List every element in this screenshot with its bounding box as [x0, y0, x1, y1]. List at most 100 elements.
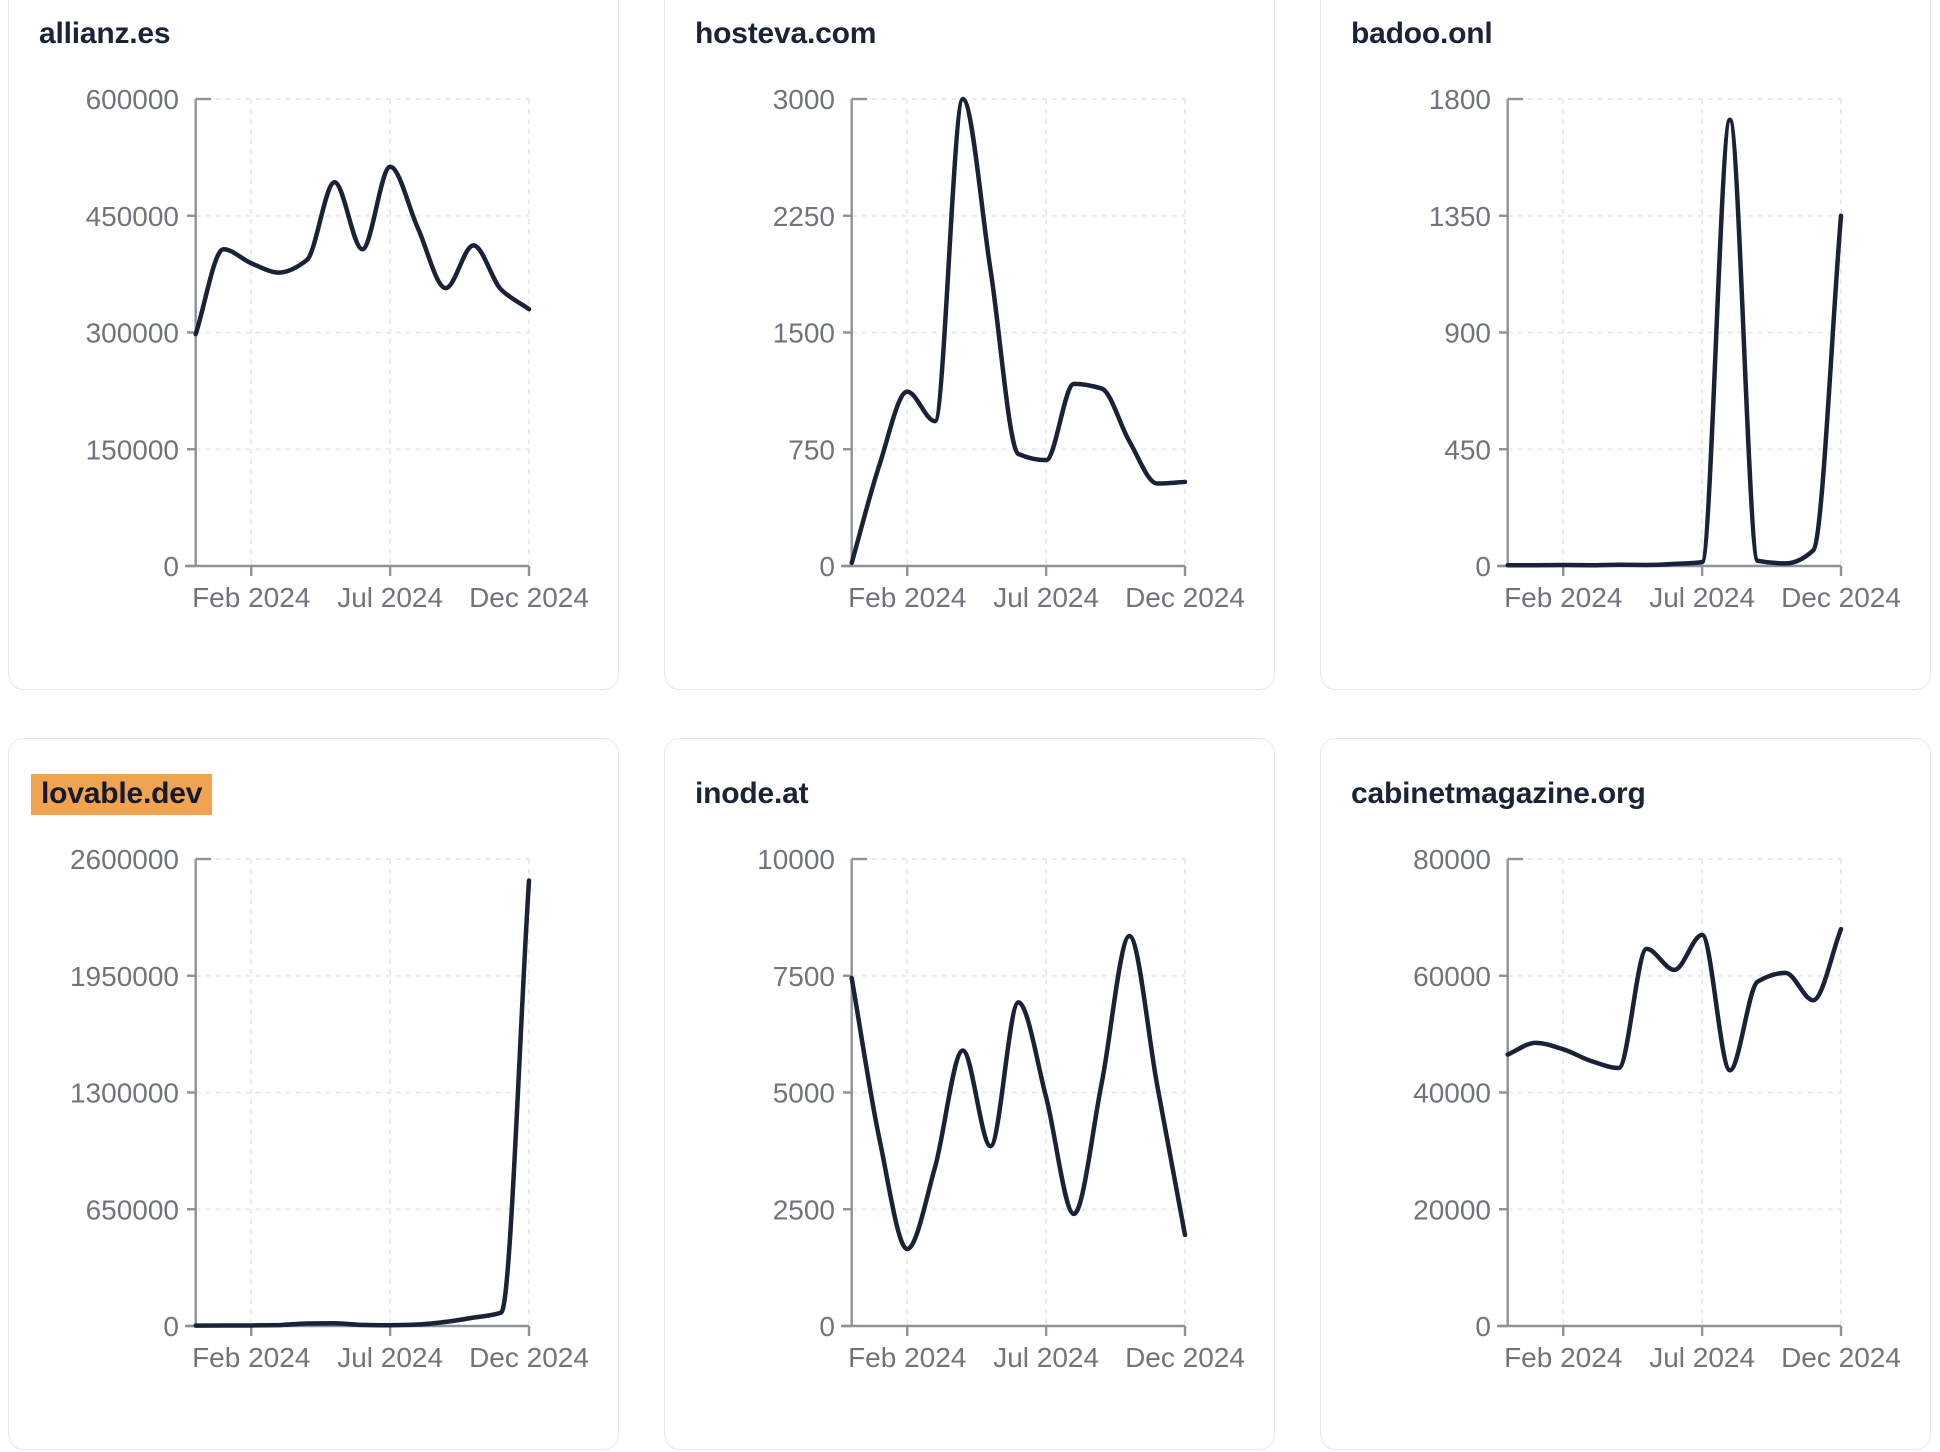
chart-gridlines — [195, 98, 530, 566]
x-tick-label: Dec 2024 — [469, 1342, 589, 1373]
x-tick-labels: Feb 2024 Jul 2024 Dec 2024 — [192, 1342, 589, 1373]
domain-card: badoo.onl 1800 1350 900 450 0 Feb 2024 Jul 202… — [1320, 0, 1931, 690]
traffic-chart: 2600000 1950000 1300000 650000 0 Feb 2024 Jul … — [70, 844, 589, 1373]
traffic-line — [193, 878, 532, 1328]
traffic-line — [193, 164, 532, 337]
y-tick-label: 80000 — [1413, 844, 1491, 875]
x-tick-label: Feb 2024 — [1504, 582, 1622, 613]
x-tick-labels: Feb 2024 Jul 2024 Dec 2024 — [848, 582, 1245, 613]
x-tick-label: Jul 2024 — [337, 1342, 443, 1373]
chart-gridlines — [195, 858, 530, 1326]
domain-title-text: allianz.es — [39, 17, 171, 50]
y-tick-label: 0 — [819, 551, 835, 582]
chart-gridlines — [851, 858, 1186, 1326]
chart-row-top: allianz.es 600000 450000 300000 150000 0 Feb … — [8, 0, 1932, 690]
y-tick-label: 600000 — [86, 84, 179, 115]
y-tick-label: 1350 — [1429, 201, 1491, 232]
x-tick-labels: Feb 2024 Jul 2024 Dec 2024 — [1504, 582, 1901, 613]
x-tick-label: Dec 2024 — [1781, 582, 1901, 613]
domain-card: allianz.es 600000 450000 300000 150000 0 Feb … — [8, 0, 619, 690]
y-tick-label: 5000 — [773, 1078, 835, 1109]
traffic-chart: 80000 60000 40000 20000 0 Feb 2024 Jul 2024 Dec… — [1413, 844, 1901, 1373]
x-tick-label: Jul 2024 — [1649, 1342, 1755, 1373]
chart-axes — [185, 857, 531, 1336]
domain-card: inode.at 10000 7500 5000 2500 0 Feb 2024 Jul 2… — [664, 738, 1275, 1450]
y-tick-label: 750 — [788, 434, 835, 465]
x-tick-label: Jul 2024 — [337, 582, 443, 613]
domain-title-text: badoo.onl — [1351, 17, 1493, 50]
y-tick-label: 20000 — [1413, 1194, 1491, 1225]
y-tick-labels: 80000 60000 40000 20000 0 — [1413, 844, 1491, 1342]
traffic-chart: 3000 2250 1500 750 0 Feb 2024 Jul 2024 Dec 2024 — [773, 84, 1245, 613]
domain-title-text: hosteva.com — [695, 17, 877, 50]
y-tick-label: 150000 — [86, 434, 179, 465]
y-tick-label: 0 — [163, 1311, 179, 1342]
y-tick-label: 300000 — [86, 318, 179, 349]
traffic-chart: 10000 7500 5000 2500 0 Feb 2024 Jul 2024 Dec 20… — [757, 844, 1245, 1373]
domain-title-text: cabinetmagazine.org — [1351, 777, 1646, 810]
y-tick-label: 450000 — [86, 201, 179, 232]
x-tick-label: Dec 2024 — [1125, 1342, 1245, 1373]
y-tick-label: 1300000 — [70, 1078, 179, 1109]
domain-title: inode.at — [695, 777, 809, 811]
x-tick-label: Feb 2024 — [1504, 1342, 1622, 1373]
y-tick-label: 10000 — [757, 844, 835, 875]
y-tick-label: 3000 — [773, 84, 835, 115]
y-tick-label: 2500 — [773, 1194, 835, 1225]
y-tick-labels: 3000 2250 1500 750 0 — [773, 84, 835, 582]
traffic-line — [849, 96, 1188, 566]
y-tick-label: 1500 — [773, 318, 835, 349]
y-tick-label: 40000 — [1413, 1078, 1491, 1109]
x-tick-label: Feb 2024 — [192, 582, 310, 613]
domain-title-text: lovable.dev — [31, 774, 213, 815]
x-tick-label: Jul 2024 — [993, 1342, 1099, 1373]
domain-title: badoo.onl — [1351, 17, 1493, 51]
y-tick-label: 60000 — [1413, 961, 1491, 992]
chart-axes — [185, 97, 531, 576]
y-tick-label: 2250 — [773, 201, 835, 232]
traffic-chart: 1800 1350 900 450 0 Feb 2024 Jul 2024 Dec 2024 — [1429, 84, 1901, 613]
y-tick-labels: 1800 1350 900 450 0 — [1429, 84, 1491, 582]
x-tick-label: Jul 2024 — [993, 582, 1099, 613]
domain-title: lovable.dev — [31, 774, 213, 815]
x-tick-labels: Feb 2024 Jul 2024 Dec 2024 — [1504, 1342, 1901, 1373]
chart-gridlines — [1507, 98, 1842, 566]
y-tick-label: 1950000 — [70, 961, 179, 992]
x-tick-label: Dec 2024 — [469, 582, 589, 613]
traffic-line — [1505, 926, 1844, 1073]
domain-title: cabinetmagazine.org — [1351, 777, 1646, 811]
domain-title-text: inode.at — [695, 777, 809, 810]
y-tick-label: 0 — [1475, 1311, 1491, 1342]
domain-title: allianz.es — [39, 17, 171, 51]
chart-row-bottom: lovable.dev 2600000 1950000 1300000 650000 0… — [8, 738, 1932, 1450]
y-tick-label: 7500 — [773, 961, 835, 992]
domain-card: hosteva.com 3000 2250 1500 750 0 Feb 2024 Jul … — [664, 0, 1275, 690]
y-tick-label: 0 — [1475, 551, 1491, 582]
domain-card: lovable.dev 2600000 1950000 1300000 650000 0… — [8, 738, 619, 1450]
x-tick-label: Dec 2024 — [1781, 1342, 1901, 1373]
x-tick-label: Dec 2024 — [1125, 582, 1245, 613]
chart-axes — [841, 857, 1187, 1336]
y-tick-label: 0 — [819, 1311, 835, 1342]
y-tick-labels: 10000 7500 5000 2500 0 — [757, 844, 835, 1342]
domain-title: hosteva.com — [695, 17, 876, 51]
x-tick-labels: Feb 2024 Jul 2024 Dec 2024 — [848, 1342, 1245, 1373]
chart-gridlines — [1507, 858, 1842, 1326]
chart-axes — [1497, 97, 1843, 576]
y-tick-label: 450 — [1444, 434, 1491, 465]
y-tick-label: 900 — [1444, 318, 1491, 349]
traffic-chart: 600000 450000 300000 150000 0 Feb 2024 Jul 202… — [86, 84, 589, 613]
chart-axes — [841, 97, 1187, 576]
y-tick-label: 650000 — [86, 1194, 179, 1225]
y-tick-labels: 2600000 1950000 1300000 650000 0 — [70, 844, 179, 1342]
y-tick-label: 2600000 — [70, 844, 179, 875]
chart-gridlines — [851, 98, 1186, 566]
y-tick-labels: 600000 450000 300000 150000 0 — [86, 84, 179, 582]
x-tick-label: Feb 2024 — [848, 582, 966, 613]
traffic-line — [849, 933, 1188, 1252]
domain-card: cabinetmagazine.org 80000 60000 40000 20000… — [1320, 738, 1931, 1450]
x-tick-label: Feb 2024 — [848, 1342, 966, 1373]
x-tick-label: Jul 2024 — [1649, 582, 1755, 613]
y-tick-label: 1800 — [1429, 84, 1491, 115]
